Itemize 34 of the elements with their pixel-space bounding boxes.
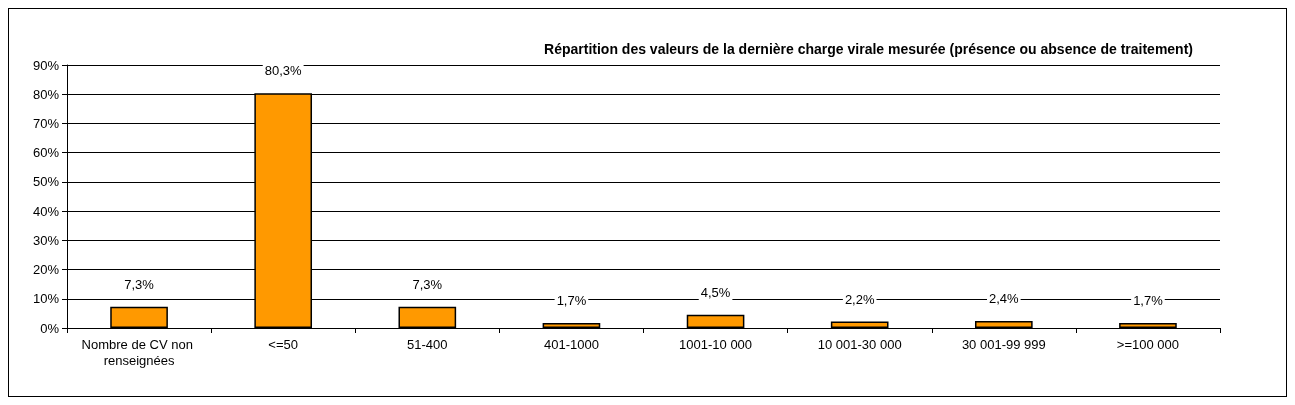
bar (1119, 323, 1177, 328)
x-tick-label: 10 001-30 000 (817, 336, 902, 352)
x-tick-label: 1001-10 000 (679, 336, 753, 352)
data-label: 7,3% (412, 276, 443, 292)
y-tick-label: 60% (32, 145, 60, 161)
x-tick-label: 30 001-99 999 (961, 336, 1046, 352)
x-tick-label: >=100 000 (1116, 336, 1180, 352)
data-label: 80,3% (264, 63, 303, 79)
bar (398, 306, 457, 328)
x-tick-label: Nombre de CV non renseignées (81, 336, 197, 368)
data-label: 2,4% (988, 290, 1020, 306)
x-tick-label: 401-1000 (543, 336, 599, 352)
bar (542, 323, 601, 328)
y-tick-label: 10% (32, 291, 60, 307)
bar (830, 321, 889, 328)
data-label: 1,7% (1133, 293, 1164, 309)
y-tick-label: 80% (32, 86, 60, 102)
data-label: 2,2% (844, 291, 875, 307)
data-label: 4,5% (700, 284, 731, 300)
bar (686, 314, 745, 328)
bar (110, 306, 168, 328)
x-tick-label: <=50 (268, 336, 299, 352)
y-tick-label: 40% (32, 203, 60, 219)
bar (974, 320, 1033, 328)
y-tick-label: 20% (32, 262, 60, 278)
y-tick-label: 0% (40, 320, 60, 336)
y-tick-label: 90% (32, 57, 60, 73)
y-tick-label: 50% (32, 174, 60, 190)
y-tick-label: 70% (32, 115, 60, 131)
data-label: 7,3% (124, 276, 155, 292)
data-label: 1,7% (556, 293, 587, 309)
x-tick-label: 51-400 (407, 336, 448, 352)
chart-title: Répartition des valeurs de la dernière charge virale mesurée (présence ou absence de traitement) (544, 41, 1194, 57)
y-tick-label: 30% (32, 232, 60, 248)
